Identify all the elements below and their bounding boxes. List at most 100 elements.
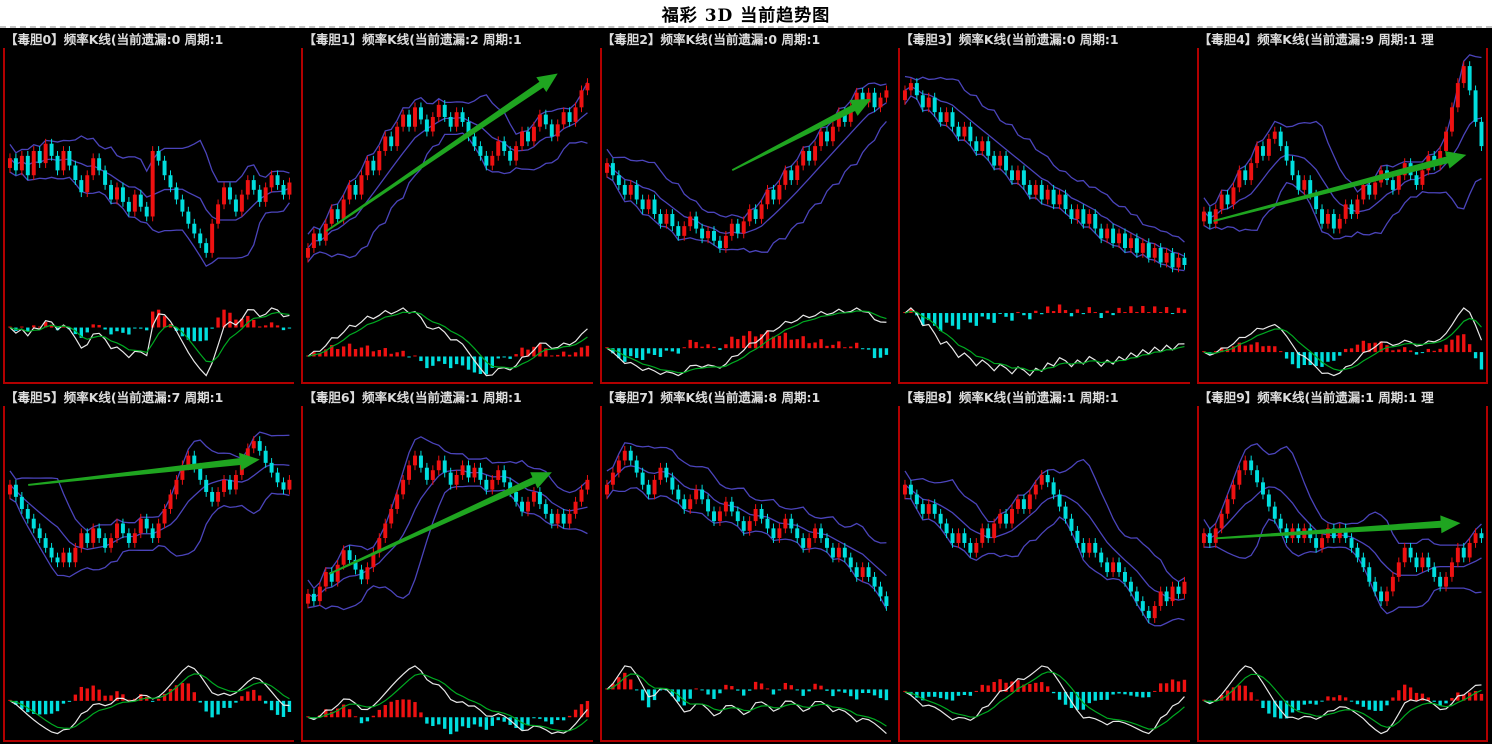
macd-bar [1058, 304, 1062, 314]
chart-panel-毒胆1[interactable]: 【毒胆1】频率K线(当前遗漏:2 周期:1 [298, 28, 596, 386]
macd-bar [729, 337, 734, 349]
macd-bar [1123, 312, 1127, 314]
charts-grid: 【毒胆0】频率K线(当前遗漏:0 周期:1 【毒胆1】频率K线(当前遗漏:2 周期… [0, 28, 1492, 744]
macd-bar [156, 310, 161, 328]
chart-panel-毒胆9[interactable]: 【毒胆9】频率K线(当前遗漏:1 周期:1 理 [1194, 386, 1492, 744]
macd-bar [848, 689, 853, 697]
candle-body [884, 596, 889, 606]
macd-bar [825, 689, 829, 692]
candle-body [1045, 189, 1050, 200]
candle-body [1207, 211, 1212, 224]
candle-body [496, 470, 501, 480]
candle-body [103, 170, 108, 185]
candle-body [921, 504, 925, 514]
macd-bar [139, 328, 143, 330]
candle-body [407, 465, 412, 480]
candle-body [324, 572, 329, 587]
candle-body [1390, 576, 1395, 592]
macd-bar [425, 356, 429, 369]
candle-body [407, 114, 412, 127]
macd-bar [198, 328, 202, 342]
macd-dif-line [307, 307, 589, 377]
macd-bar [162, 316, 167, 329]
candle-body [1182, 257, 1187, 265]
chart-panel-毒胆0[interactable]: 【毒胆0】频率K线(当前遗漏:0 周期:1 [0, 28, 298, 386]
candle-body [103, 538, 108, 548]
macd-bar [32, 325, 36, 328]
candle-body [1260, 146, 1265, 156]
macd-bar [145, 697, 149, 702]
candle-body [878, 97, 883, 108]
candle-body [1182, 581, 1187, 594]
macd-bar [228, 313, 232, 329]
candle-body [120, 523, 125, 534]
macd-chart [1201, 665, 1483, 735]
candle-body [466, 465, 471, 478]
candles-group [306, 450, 590, 609]
macd-bar [670, 689, 674, 697]
macd-bar [1177, 308, 1181, 314]
candle-body [162, 160, 167, 176]
macd-bar [712, 347, 716, 349]
macd-bar [532, 347, 537, 357]
candle-body [1039, 474, 1044, 485]
chart-panel-毒胆2[interactable]: 【毒胆2】频率K线(当前遗漏:0 周期:1 [597, 28, 895, 386]
candle-body [1337, 218, 1342, 229]
macd-bar [1237, 343, 1241, 353]
candle-body [1033, 184, 1038, 195]
macd-bar [145, 328, 149, 331]
bollinger-line [9, 135, 290, 183]
candle-body [204, 243, 209, 253]
macd-bar [1479, 694, 1483, 702]
macd-bar [968, 313, 973, 324]
macd-bar [1379, 701, 1383, 712]
chart-panel-毒胆3[interactable]: 【毒胆3】频率K线(当前遗漏:0 周期:1 [895, 28, 1193, 386]
macd-bar [1438, 349, 1442, 353]
macd-bar [240, 696, 244, 702]
chart-panel-毒胆5[interactable]: 【毒胆5】频率K线(当前遗漏:7 周期:1 [0, 386, 298, 744]
candle-body [723, 501, 728, 512]
bollinger-line [1203, 117, 1482, 219]
macd-bar [962, 313, 967, 321]
macd-bar [562, 352, 566, 357]
chart-panel-毒胆4[interactable]: 【毒胆4】频率K线(当前遗漏:9 周期:1 理 [1194, 28, 1492, 386]
bollinger-line [308, 485, 589, 611]
candle-body [281, 184, 286, 195]
candle-body [1455, 83, 1460, 108]
chart-panel-毒胆8[interactable]: 【毒胆8】频率K线(当前遗漏:1 周期:1 [895, 386, 1193, 744]
macd-dea-line [9, 673, 290, 730]
candle-body [437, 460, 442, 471]
candle-body [860, 567, 865, 577]
macd-bar [550, 717, 554, 725]
candle-body [377, 538, 382, 553]
macd-bar [580, 347, 584, 357]
macd-bar [974, 691, 979, 693]
macd-bar [1046, 306, 1050, 314]
macd-bar [974, 313, 979, 327]
candle-body [909, 83, 914, 91]
candle-body [944, 523, 949, 534]
chart-panel-毒胆7[interactable]: 【毒胆7】频率K线(当前遗漏:8 周期:1 [597, 386, 895, 744]
candle-body [1075, 209, 1080, 219]
macd-bar [735, 339, 740, 349]
macd-chart [8, 665, 292, 735]
candle-body [532, 491, 537, 502]
candle-body [526, 501, 531, 512]
macd-bar [49, 325, 54, 329]
page-title: 福彩 3D 当前趋势图 [661, 5, 831, 26]
macd-bar [180, 683, 185, 702]
candle-body [13, 484, 18, 497]
candle-body [1461, 547, 1466, 558]
macd-bar [1284, 352, 1288, 360]
candle-body [735, 223, 740, 234]
bollinger-line [905, 75, 1186, 243]
kline-chart [7, 431, 292, 578]
candle-body [622, 184, 627, 195]
candle-body [1063, 194, 1068, 210]
macd-bar [1319, 701, 1324, 703]
macd-bar [658, 348, 662, 358]
macd-bar [38, 327, 42, 329]
candle-body [263, 450, 268, 463]
chart-panel-毒胆6[interactable]: 【毒胆6】频率K线(当前遗漏:1 周期:1 [298, 386, 596, 744]
macd-bar [1449, 698, 1454, 702]
